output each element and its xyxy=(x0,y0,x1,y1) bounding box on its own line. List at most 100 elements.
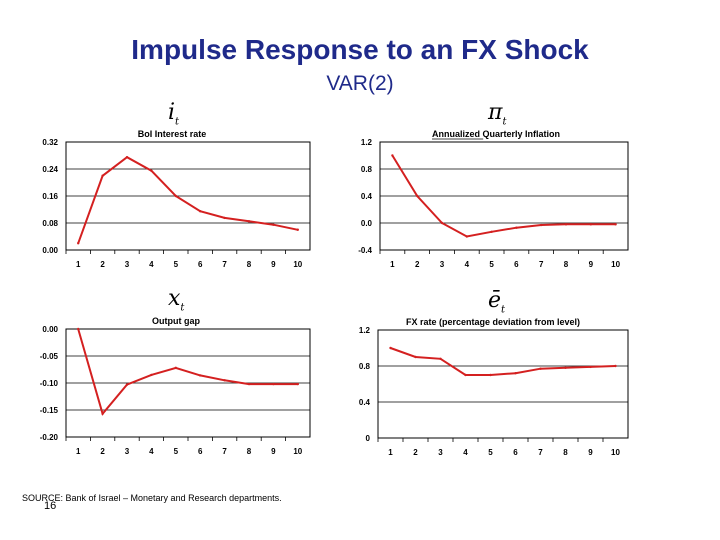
y-tick-label: -0.05 xyxy=(40,352,59,361)
series-line xyxy=(391,154,616,238)
y-tick-label: -0.4 xyxy=(358,246,372,255)
y-tick-label: -0.15 xyxy=(40,406,59,415)
data-point xyxy=(125,155,129,159)
x-tick-label: 4 xyxy=(149,260,154,269)
x-tick-label: 1 xyxy=(390,260,395,269)
x-tick-label: 8 xyxy=(247,260,252,269)
x-tick-label: 5 xyxy=(488,448,493,457)
x-tick-label: 6 xyxy=(198,260,203,269)
x-tick-label: 5 xyxy=(174,447,179,456)
data-point xyxy=(101,412,104,415)
x-tick-label: 1 xyxy=(388,448,393,457)
data-point xyxy=(589,365,592,369)
chart-title: BoI Interest rate xyxy=(138,129,207,139)
data-point xyxy=(416,194,419,198)
data-point xyxy=(150,169,153,172)
x-tick-label: 9 xyxy=(588,448,593,457)
symbol-interest-rate: it xyxy=(168,100,180,128)
data-point xyxy=(514,372,517,375)
x-tick-label: 7 xyxy=(539,260,544,269)
x-tick-label: 10 xyxy=(293,260,302,269)
x-tick-label: 7 xyxy=(222,447,227,456)
x-tick-label: 1 xyxy=(76,447,81,456)
data-point xyxy=(389,346,392,350)
x-tick-label: 6 xyxy=(513,448,518,457)
x-tick-label: 8 xyxy=(247,447,252,456)
x-tick-label: 9 xyxy=(271,447,276,456)
data-point xyxy=(490,230,493,233)
series-line xyxy=(390,347,616,376)
data-point xyxy=(464,373,467,377)
y-tick-label: 0.32 xyxy=(42,138,58,147)
y-tick-label: -0.20 xyxy=(40,433,59,442)
symbol-fx-rate: ēt xyxy=(488,288,506,316)
x-tick-label: 4 xyxy=(465,260,470,269)
x-tick-label: 9 xyxy=(589,260,594,269)
data-point xyxy=(272,382,275,386)
x-tick-label: 5 xyxy=(174,260,179,269)
chart-title: FX rate (percentage deviation from level… xyxy=(406,317,580,327)
data-point xyxy=(223,216,226,220)
data-point xyxy=(247,220,251,223)
data-point xyxy=(125,383,129,386)
data-point xyxy=(539,367,542,370)
x-tick-label: 3 xyxy=(125,260,130,269)
data-point xyxy=(199,209,202,213)
data-point xyxy=(223,379,226,382)
y-tick-label: 0.0 xyxy=(361,219,373,228)
x-tick-label: 4 xyxy=(463,448,468,457)
y-tick-label: 0.8 xyxy=(359,362,371,371)
chart-title: Annualized Quarterly Inflation xyxy=(432,129,560,139)
chart-fx-rate: 1.2 0.8 0.4 0 1 2 3 4 5 6 7 8 9 10 FX rate (percentage… xyxy=(359,317,629,457)
x-tick-label: 7 xyxy=(222,260,227,269)
data-point xyxy=(174,366,177,370)
x-tick-label: 9 xyxy=(271,260,276,269)
x-tick-label: 3 xyxy=(125,447,130,456)
page-number: 16 xyxy=(44,500,57,512)
x-tick-label: 8 xyxy=(563,448,568,457)
x-tick-label: 3 xyxy=(438,448,443,457)
y-tick-label: 0.4 xyxy=(361,192,373,201)
data-point xyxy=(101,174,104,177)
chart-interest-rate: 0.32 0.24 0.16 0.08 0.00 1 2 3 4 5 6 7 8 9 10 BoI Inter… xyxy=(42,129,311,269)
data-point xyxy=(564,366,567,369)
data-point xyxy=(150,373,153,377)
data-point xyxy=(77,327,80,331)
data-point xyxy=(440,221,444,225)
x-tick-label: 2 xyxy=(100,447,105,456)
x-tick-label: 10 xyxy=(611,448,620,457)
data-point xyxy=(489,373,492,377)
chart-output-gap: 0.00 -0.05 -0.10 -0.15 -0.20 1 2 3 4 5 6 7 8 9 10 Outpu… xyxy=(40,316,311,456)
y-tick-label: 0.8 xyxy=(361,165,373,174)
y-tick-label: 0.16 xyxy=(42,192,58,201)
data-point xyxy=(614,223,617,226)
x-tick-label: 10 xyxy=(611,260,620,269)
y-tick-label: 1.2 xyxy=(359,326,371,335)
data-point xyxy=(272,223,275,226)
source-note: SOURCE: Bank of Israel – Monetary and Re… xyxy=(22,493,282,503)
x-tick-label: 7 xyxy=(538,448,543,457)
x-tick-label: 5 xyxy=(489,260,494,269)
y-tick-label: 0.4 xyxy=(359,398,371,407)
y-tick-label: -0.10 xyxy=(40,379,59,388)
series-line xyxy=(77,156,299,244)
x-tick-label: 2 xyxy=(415,260,420,269)
x-tick-label: 6 xyxy=(198,447,203,456)
data-point xyxy=(589,223,592,226)
plot-frame xyxy=(377,329,629,439)
page-subtitle: VAR(2) xyxy=(326,72,394,95)
data-point xyxy=(174,194,177,198)
data-point xyxy=(465,235,468,238)
data-point xyxy=(247,382,251,386)
data-point xyxy=(296,228,299,231)
y-tick-label: 0 xyxy=(366,434,371,443)
data-point xyxy=(414,355,417,359)
y-tick-label: 0.00 xyxy=(42,246,58,255)
page-title: Impulse Response to an FX Shock xyxy=(131,34,589,65)
data-point xyxy=(564,223,568,226)
y-tick-label: 0.24 xyxy=(42,165,58,174)
x-tick-label: 3 xyxy=(440,260,445,269)
symbol-inflation: πt xyxy=(488,100,507,128)
chart-inflation: 1.2 0.8 0.4 0.0 -0.4 1 2 3 4 5 6 7 8 9 10 Annualized Qu… xyxy=(358,129,629,269)
